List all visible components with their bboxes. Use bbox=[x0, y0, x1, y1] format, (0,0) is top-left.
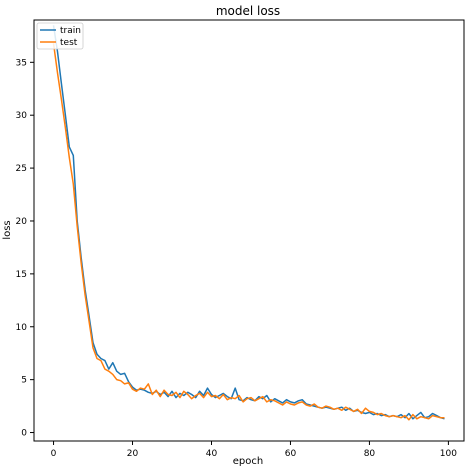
y-tick-label: 35 bbox=[16, 58, 27, 68]
y-tick-label: 10 bbox=[16, 323, 28, 333]
y-tick-label: 0 bbox=[21, 429, 27, 439]
y-tick-label: 15 bbox=[16, 270, 27, 280]
legend-label-train: train bbox=[60, 26, 81, 36]
x-tick-label: 60 bbox=[285, 449, 297, 459]
legend: train test bbox=[36, 22, 84, 50]
chart-title: model loss bbox=[216, 4, 280, 18]
y-tick-label: 5 bbox=[21, 376, 27, 386]
x-axis-label: epoch bbox=[233, 456, 263, 467]
series-line-test bbox=[52, 43, 445, 421]
y-tick-label: 20 bbox=[16, 217, 28, 227]
y-axis-label: loss bbox=[2, 220, 13, 239]
x-tick-label: 100 bbox=[440, 449, 457, 459]
plot-frame bbox=[33, 19, 465, 442]
series-layer bbox=[52, 25, 445, 421]
x-tick-label: 80 bbox=[364, 449, 376, 459]
legend-label-test: test bbox=[60, 38, 78, 48]
x-axis: 0 20 40 60 80 100 bbox=[51, 441, 457, 459]
y-axis: 0 5 10 15 20 25 30 35 bbox=[16, 58, 34, 439]
y-tick-label: 25 bbox=[16, 164, 27, 174]
x-tick-label: 20 bbox=[127, 449, 139, 459]
x-tick-label: 40 bbox=[206, 449, 218, 459]
y-tick-label: 30 bbox=[16, 111, 28, 121]
x-tick-label: 0 bbox=[51, 449, 57, 459]
